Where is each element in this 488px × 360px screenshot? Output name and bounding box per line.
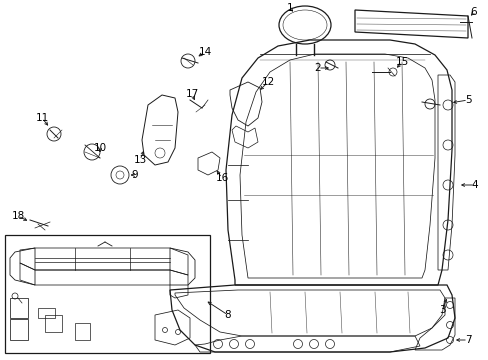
Text: 16: 16	[215, 173, 228, 183]
Text: 6: 6	[470, 7, 476, 17]
Text: 2: 2	[314, 63, 321, 73]
Text: 15: 15	[395, 57, 408, 67]
Text: 9: 9	[131, 170, 138, 180]
Text: 4: 4	[471, 180, 477, 190]
Text: 1: 1	[286, 3, 293, 13]
Text: 12: 12	[261, 77, 274, 87]
Text: 8: 8	[224, 310, 231, 320]
Text: 13: 13	[133, 155, 146, 165]
Text: 17: 17	[185, 89, 198, 99]
Text: 18: 18	[11, 211, 24, 221]
Bar	[5, 235, 209, 353]
Text: 3: 3	[438, 305, 445, 315]
Text: 10: 10	[93, 143, 106, 153]
Text: 11: 11	[35, 113, 48, 123]
Text: 5: 5	[464, 95, 470, 105]
Text: 7: 7	[464, 335, 470, 345]
Text: 14: 14	[198, 47, 211, 57]
